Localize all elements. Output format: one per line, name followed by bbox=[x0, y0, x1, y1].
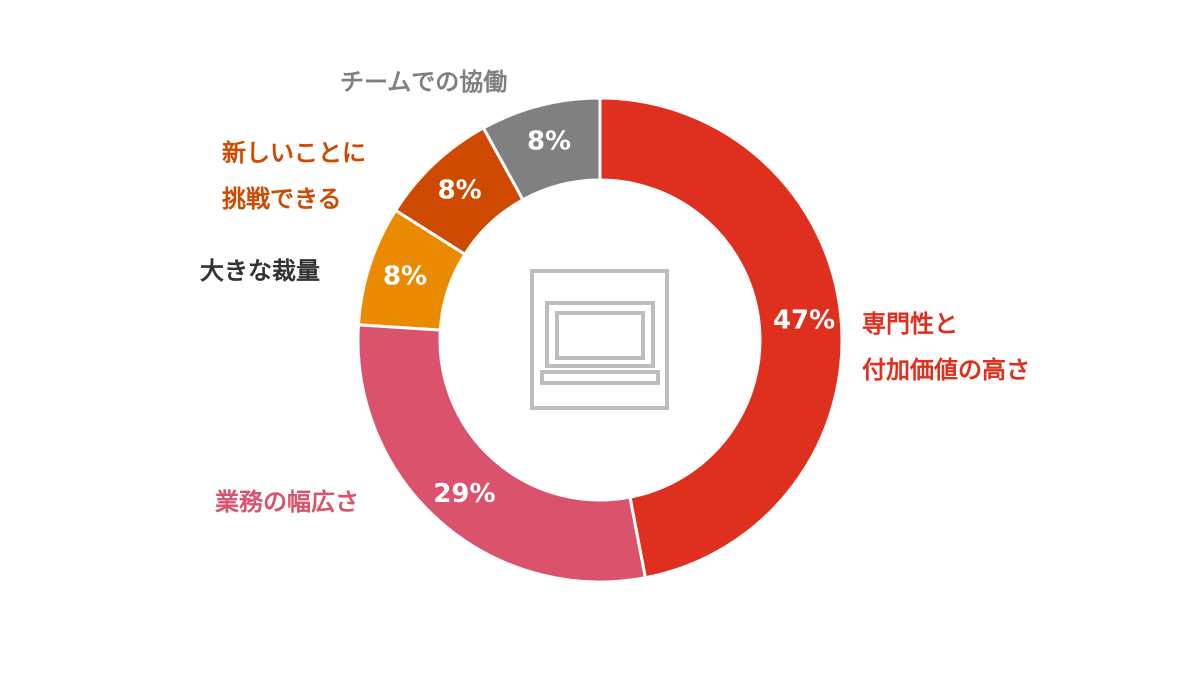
category-label-4: 新しいことに挑戦できる bbox=[222, 139, 366, 213]
category-label-5: チームでの協働 bbox=[340, 68, 507, 96]
slice-5 bbox=[481, 96, 602, 202]
laptop-icon bbox=[530, 269, 669, 410]
slice-value-label-1: 47% bbox=[773, 306, 835, 336]
donut-slices bbox=[356, 96, 844, 584]
slice-value-label-3: 8% bbox=[383, 262, 427, 292]
category-label-1: 専門性と付加価値の高さ bbox=[862, 310, 1030, 384]
slice-value-labels: 47% 29% 8% 8% 8% bbox=[383, 126, 835, 508]
slice-2 bbox=[356, 323, 648, 584]
slice-value-label-4: 8% bbox=[438, 176, 482, 206]
slice-1 bbox=[598, 96, 844, 580]
slice-value-label-5: 8% bbox=[527, 126, 571, 156]
slice-value-label-2: 29% bbox=[433, 479, 495, 509]
category-label-2: 業務の幅広さ bbox=[215, 488, 359, 516]
category-label-3: 大きな裁量 bbox=[200, 257, 320, 285]
